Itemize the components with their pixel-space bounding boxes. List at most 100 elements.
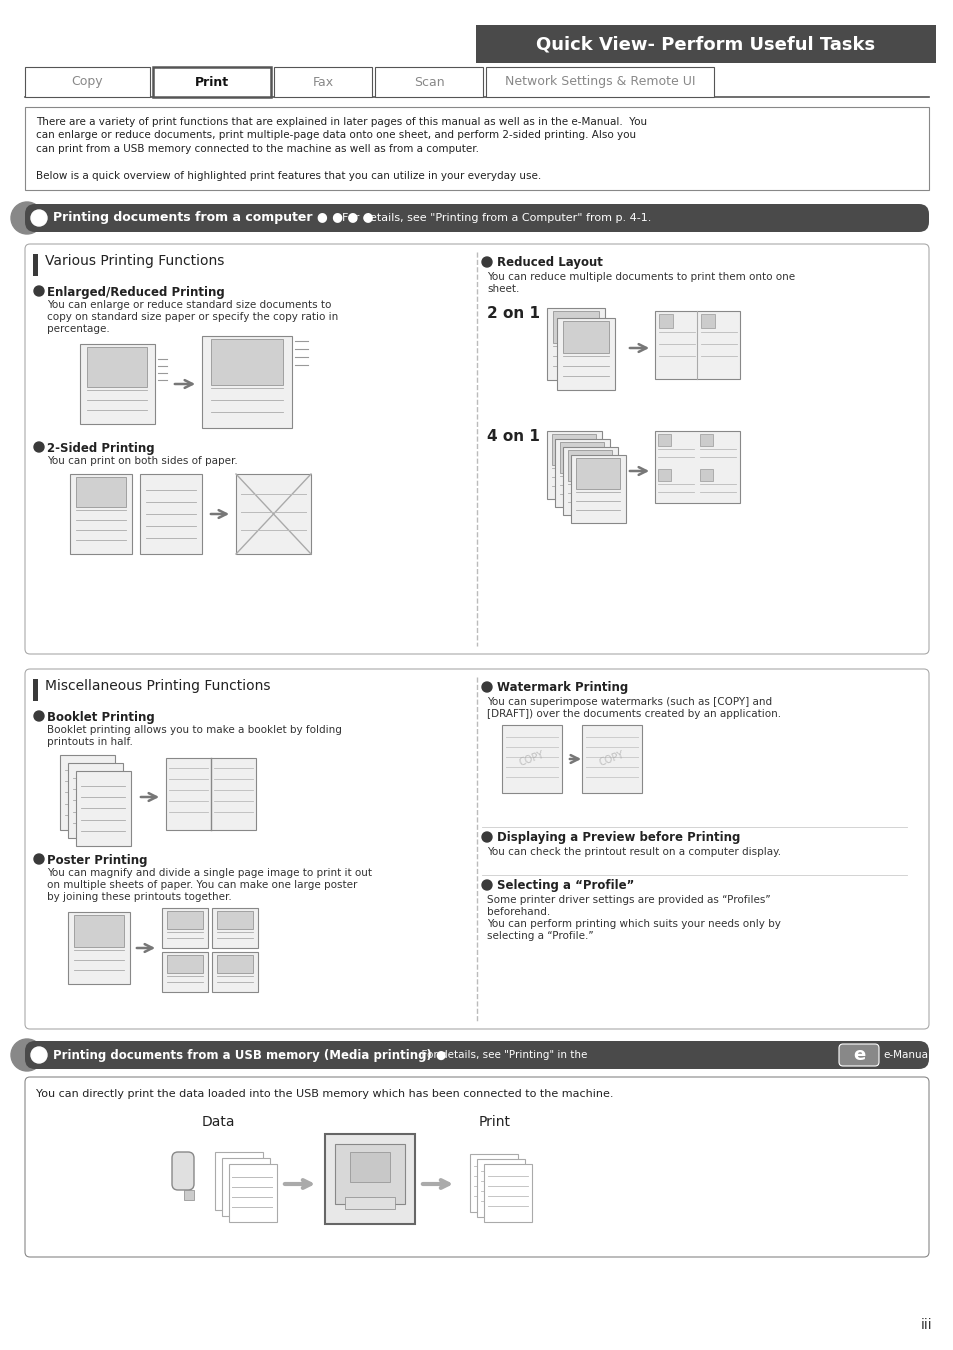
Bar: [33, 679, 38, 701]
Bar: [235, 474, 311, 554]
Bar: [658, 433, 670, 446]
Text: Printing documents from a computer ● ● ● ●: Printing documents from a computer ● ● ●…: [53, 212, 374, 224]
Circle shape: [30, 211, 47, 225]
Circle shape: [30, 1048, 47, 1062]
Text: You can reduce multiple documents to print them onto one: You can reduce multiple documents to pri…: [486, 271, 794, 282]
Text: can print from a USB memory connected to the machine as well as from a computer.: can print from a USB memory connected to…: [36, 144, 478, 154]
Text: You can check the printout result on a computer display.: You can check the printout result on a c…: [486, 846, 781, 857]
Text: Network Settings & Remote UI: Network Settings & Remote UI: [504, 76, 695, 89]
Bar: [700, 468, 712, 481]
Text: You can directly print the data loaded into the USB memory which has been connec: You can directly print the data loaded i…: [36, 1089, 613, 1099]
Bar: [88, 347, 148, 387]
Circle shape: [34, 286, 44, 296]
Bar: [655, 310, 740, 379]
Text: 2-Sided Printing: 2-Sided Printing: [47, 441, 154, 455]
Text: Displaying a Preview before Printing: Displaying a Preview before Printing: [497, 832, 740, 844]
Circle shape: [34, 441, 44, 452]
Text: Printing documents from a USB memory (Media printing) ●: Printing documents from a USB memory (Me…: [53, 1049, 446, 1061]
Bar: [562, 447, 618, 514]
Text: [DRAFT]) over the documents created by an application.: [DRAFT]) over the documents created by a…: [486, 709, 781, 720]
Text: e-Manual.: e-Manual.: [882, 1050, 933, 1060]
Bar: [546, 431, 601, 500]
Bar: [325, 1134, 415, 1224]
Bar: [335, 1143, 405, 1204]
Text: You can enlarge or reduce standard size documents to: You can enlarge or reduce standard size …: [47, 300, 331, 310]
Text: printouts in half.: printouts in half.: [47, 737, 132, 747]
Text: selecting a “Profile.”: selecting a “Profile.”: [486, 931, 593, 941]
Circle shape: [34, 711, 44, 721]
Bar: [162, 952, 208, 992]
FancyBboxPatch shape: [25, 1041, 928, 1069]
Text: Copy: Copy: [71, 76, 103, 89]
Circle shape: [11, 1040, 43, 1071]
FancyBboxPatch shape: [172, 1152, 193, 1189]
Bar: [212, 952, 257, 992]
Bar: [552, 433, 596, 464]
Bar: [162, 909, 208, 948]
Text: COPY: COPY: [517, 749, 545, 768]
Bar: [152, 68, 271, 97]
Text: There are a variety of print functions that are explained in later pages of this: There are a variety of print functions t…: [36, 117, 646, 127]
Bar: [655, 431, 740, 504]
FancyBboxPatch shape: [25, 670, 928, 1029]
Bar: [350, 1152, 390, 1183]
Text: Below is a quick overview of highlighted print features that you can utilize in : Below is a quick overview of highlighted…: [36, 171, 540, 181]
Text: COPY: COPY: [598, 749, 625, 768]
Text: Watermark Printing: Watermark Printing: [497, 680, 628, 694]
Text: Fax: Fax: [313, 76, 334, 89]
Bar: [571, 455, 625, 522]
Bar: [483, 1164, 532, 1222]
Bar: [562, 321, 609, 354]
Text: Selecting a “Profile”: Selecting a “Profile”: [497, 879, 634, 892]
Bar: [33, 254, 38, 275]
Text: Some printer driver settings are provided as “Profiles”: Some printer driver settings are provide…: [486, 895, 770, 905]
Bar: [167, 911, 203, 929]
Bar: [470, 1154, 517, 1212]
Text: 2 on 1: 2 on 1: [486, 306, 539, 321]
Bar: [546, 308, 604, 379]
Text: Booklet Printing: Booklet Printing: [47, 711, 154, 724]
Text: For details, see "Printing" in the: For details, see "Printing" in the: [415, 1050, 587, 1060]
Bar: [375, 68, 482, 97]
Text: You can superimpose watermarks (such as [COPY] and: You can superimpose watermarks (such as …: [486, 697, 771, 707]
Bar: [25, 107, 928, 190]
Bar: [202, 336, 292, 428]
Bar: [274, 68, 372, 97]
Bar: [568, 450, 612, 481]
FancyBboxPatch shape: [25, 204, 928, 232]
Bar: [211, 339, 283, 385]
Text: copy on standard size paper or specify the copy ratio in: copy on standard size paper or specify t…: [47, 312, 338, 323]
Bar: [485, 68, 713, 97]
Bar: [76, 771, 131, 846]
Text: Poster Printing: Poster Printing: [47, 855, 148, 867]
Bar: [140, 474, 202, 554]
Text: 4 on 1: 4 on 1: [486, 429, 539, 444]
Text: You can magnify and divide a single page image to print it out: You can magnify and divide a single page…: [47, 868, 372, 878]
Circle shape: [34, 855, 44, 864]
Bar: [74, 915, 124, 948]
Text: You can perform printing which suits your needs only by: You can perform printing which suits you…: [486, 919, 781, 929]
Text: You can print on both sides of paper.: You can print on both sides of paper.: [47, 456, 237, 466]
Text: Various Printing Functions: Various Printing Functions: [45, 254, 224, 269]
Text: iii: iii: [920, 1318, 931, 1332]
Bar: [167, 954, 203, 973]
Text: For details, see "Printing from a Computer" from p. 4-1.: For details, see "Printing from a Comput…: [335, 213, 651, 223]
Bar: [229, 1164, 276, 1222]
Bar: [216, 954, 253, 973]
Text: Print: Print: [478, 1115, 511, 1129]
Text: Data: Data: [201, 1115, 234, 1129]
Bar: [214, 1152, 263, 1210]
Text: Enlarged/Reduced Printing: Enlarged/Reduced Printing: [47, 286, 225, 298]
Text: Quick View- Perform Useful Tasks: Quick View- Perform Useful Tasks: [536, 35, 875, 53]
Text: e: e: [852, 1046, 864, 1064]
Bar: [576, 458, 619, 489]
FancyBboxPatch shape: [838, 1044, 878, 1066]
Bar: [184, 1189, 193, 1200]
Bar: [212, 909, 257, 948]
Bar: [25, 68, 150, 97]
Circle shape: [11, 202, 43, 234]
Bar: [80, 344, 154, 424]
Bar: [658, 468, 670, 481]
FancyBboxPatch shape: [25, 1077, 928, 1257]
Text: beforehand.: beforehand.: [486, 907, 550, 917]
